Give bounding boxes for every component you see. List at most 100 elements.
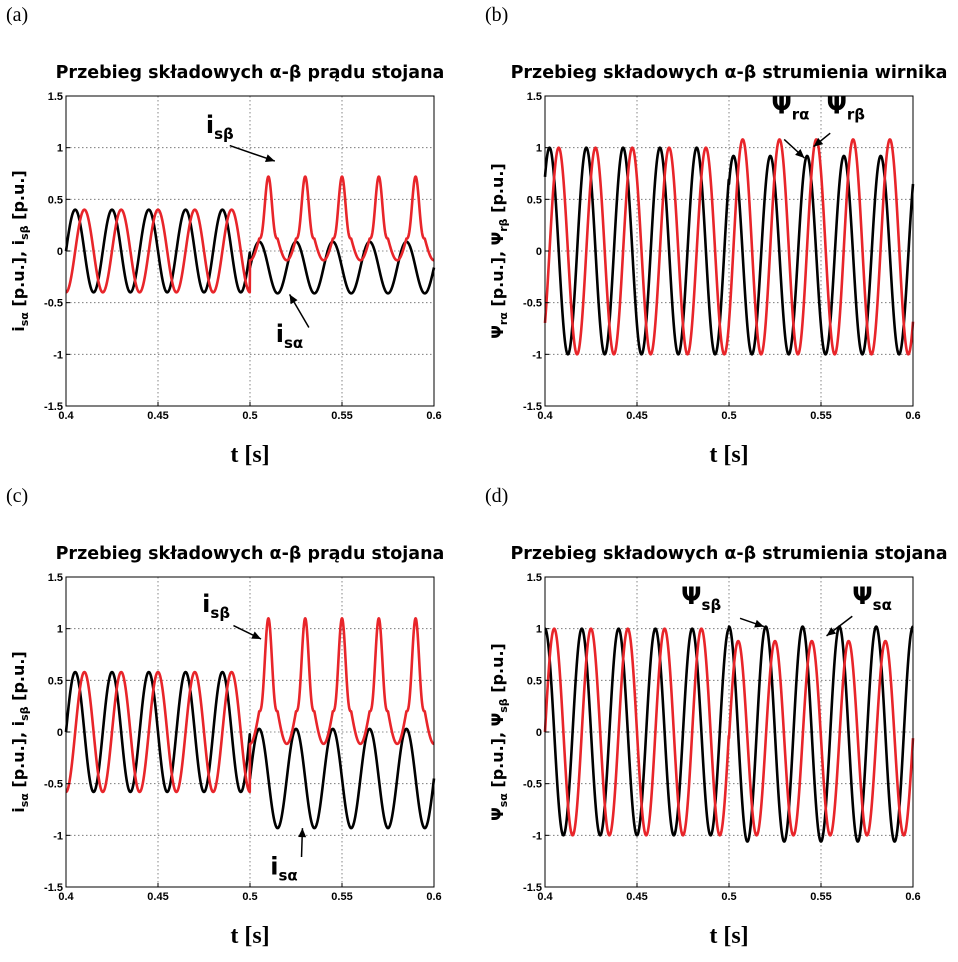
y-label-subscript: sβ	[18, 706, 31, 721]
x-axis-label: t [s]	[709, 442, 748, 468]
y-tick-label: -0.5	[44, 298, 63, 310]
y-tick-label: -1	[532, 830, 542, 842]
y-tick-label: 1	[57, 624, 63, 636]
x-tick-label: 0.45	[147, 891, 168, 903]
x-tick-label: 0.55	[810, 410, 831, 422]
annotation-1: Ψrβ	[813, 92, 866, 148]
y-label-subscript: sβ	[497, 698, 510, 713]
y-tick-label: -1	[53, 830, 63, 842]
series-line-0	[543, 625, 915, 843]
x-tick-label: 0.45	[626, 410, 647, 422]
y-label-part: i	[9, 240, 28, 245]
x-tick-label: 0.55	[331, 891, 352, 903]
annotation-symbol: Ψ	[852, 582, 872, 610]
panel-letter-a: (a)	[6, 4, 29, 26]
y-tick-label: 1.5	[527, 572, 542, 584]
y-tick-label: 0	[57, 727, 63, 739]
panel-letter-d: (d)	[485, 485, 509, 507]
y-tick-label: 0.5	[48, 194, 63, 206]
y-label-part: [p.u.],	[488, 245, 507, 312]
chart-title: Przebieg składowych α-β prądu stojana	[56, 63, 445, 83]
y-axis-label: isα [p.u.], isβ [p.u.]	[9, 170, 31, 332]
y-tick-label: -0.5	[523, 298, 542, 310]
y-tick-label: -1.5	[44, 401, 63, 413]
annotation-0: Ψsβ	[681, 582, 765, 628]
y-tick-label: 0.5	[527, 194, 542, 206]
annotation-1: Ψsα	[826, 582, 892, 637]
x-tick-label: 0.5	[242, 891, 257, 903]
annotation-label: isα	[276, 320, 303, 352]
annotation-arrowhead	[826, 627, 837, 636]
y-axis-label: Ψsα [p.u.], Ψsβ [p.u.]	[488, 643, 510, 821]
y-tick-label: -1	[53, 349, 63, 361]
x-tick-label: 0.55	[810, 891, 831, 903]
y-label-part: [p.u.]	[9, 170, 28, 225]
annotation-1: isα	[270, 828, 307, 885]
annotation-arrowhead	[813, 137, 824, 147]
y-tick-label: 0.5	[527, 675, 542, 687]
panel-letter-b: (b)	[485, 4, 509, 26]
series-line-0	[543, 146, 915, 356]
y-label-part: Ψ	[488, 325, 507, 339]
chart-d: Przebieg składowych α-β strumienia stoja…	[488, 544, 948, 949]
y-label-part: [p.u.]	[488, 643, 507, 698]
x-tick-label: 0.6	[426, 891, 441, 903]
y-label-part: [p.u.]	[9, 651, 28, 706]
y-tick-label: 1.5	[527, 91, 542, 103]
y-label-part: Ψ	[488, 232, 507, 246]
annotation-0: isβ	[206, 111, 276, 162]
panel-c: (c) Przebieg składowych α-β prądu stojan…	[0, 481, 479, 962]
annotation-label: Ψrβ	[827, 92, 866, 124]
y-tick-label: -1.5	[523, 401, 542, 413]
annotation-arrowhead	[289, 294, 298, 305]
y-axis-label: Ψrα [p.u.], Ψrβ [p.u.]	[488, 163, 510, 339]
y-tick-label: 0.5	[48, 675, 63, 687]
grid-lines	[66, 96, 434, 406]
annotation-arrowhead	[754, 619, 764, 628]
x-tick-label: 0.5	[242, 410, 257, 422]
x-tick-label: 0.4	[58, 891, 74, 903]
y-label-part: i	[9, 326, 28, 331]
chart-title: Przebieg składowych α-β prądu stojana	[56, 544, 445, 564]
y-axis-label: isα [p.u.], isβ [p.u.]	[9, 651, 31, 813]
y-label-subscript: rβ	[497, 218, 510, 231]
x-axis-label: t [s]	[230, 923, 269, 949]
annotation-subscript: sβ	[702, 596, 722, 614]
x-tick-label: 0.4	[537, 891, 553, 903]
annotation-arrowhead	[298, 828, 307, 838]
annotation-symbol: i	[202, 590, 210, 618]
x-tick-label: 0.6	[905, 410, 920, 422]
annotation-label: isβ	[206, 111, 234, 143]
annotation-1: isα	[276, 294, 310, 352]
annotation-label: Ψsβ	[681, 582, 721, 614]
annotation-label: isβ	[202, 590, 230, 622]
x-tick-label: 0.4	[58, 410, 74, 422]
annotation-subscript: sα	[278, 867, 297, 885]
annotation-symbol: i	[270, 853, 278, 881]
annotation-subscript: sα	[284, 334, 303, 352]
annotation-label: isα	[270, 853, 297, 885]
y-tick-label: -0.5	[523, 779, 542, 791]
x-tick-label: 0.6	[426, 410, 441, 422]
x-tick-label: 0.6	[905, 891, 920, 903]
y-label-part: Ψ	[488, 807, 507, 821]
panel-a: (a) Przebieg składowych α-β prądu stojan…	[0, 0, 479, 481]
annotation-symbol: i	[276, 320, 284, 348]
x-tick-label: 0.5	[721, 410, 736, 422]
y-tick-label: 0	[57, 246, 63, 258]
y-tick-label: 1.5	[48, 572, 63, 584]
annotation-symbol: Ψ	[681, 582, 701, 610]
y-tick-label: 1	[57, 143, 63, 155]
panel-b: (b) Przebieg składowych α-β strumienia w…	[479, 0, 958, 481]
y-label-part: [p.u.],	[9, 726, 28, 793]
y-tick-label: 1	[536, 143, 542, 155]
annotation-subscript: sα	[873, 596, 892, 614]
x-axis-label: t [s]	[230, 442, 269, 468]
y-tick-label: -1	[532, 349, 542, 361]
y-label-subscript: sα	[18, 312, 31, 327]
x-tick-label: 0.4	[537, 410, 553, 422]
annotation-subscript: sβ	[210, 604, 230, 622]
y-tick-label: 0	[536, 246, 542, 258]
y-label-part: [p.u.]	[488, 163, 507, 218]
chart-title: Przebieg składowych α-β strumienia wirni…	[511, 63, 948, 83]
